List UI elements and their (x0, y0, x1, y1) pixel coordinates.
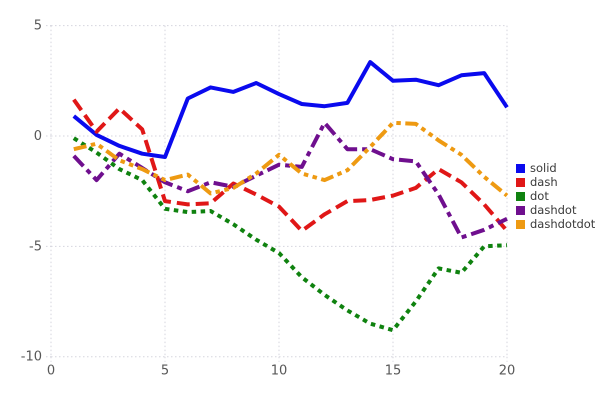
legend-label: solid (530, 161, 557, 175)
legend-swatch-dot (516, 191, 525, 201)
y-tick-label: -5 (29, 239, 42, 254)
legend-item-dash: dash (516, 175, 595, 189)
legend-swatch-dash (516, 177, 525, 187)
series-dashdotdot-line (73, 120, 509, 198)
legend-swatch-solid (516, 163, 525, 173)
legend-item-dot: dot (516, 189, 595, 203)
legend-label: dash (530, 175, 558, 189)
legend-label: dashdot (530, 203, 577, 217)
series-solid-line (72, 60, 509, 159)
y-tick-label: 5 (34, 19, 42, 34)
legend-label: dashdotdot (530, 217, 596, 231)
series-dot-line (72, 136, 508, 333)
y-tick-label: -10 (21, 350, 42, 365)
x-tick-label: 20 (499, 364, 516, 379)
legend-item-dashdot: dashdot (516, 203, 595, 217)
y-tick-label: 0 (34, 129, 42, 144)
series-dash-line (72, 98, 509, 233)
legend-label: dot (530, 189, 549, 203)
legend-swatch-dashdot (516, 205, 525, 215)
legend: solid dash dot dashdot dashdotdot (516, 161, 595, 231)
legend-item-dashdotdot: dashdotdot (516, 217, 595, 231)
x-tick-label: 10 (271, 364, 288, 379)
legend-item-solid: solid (516, 161, 595, 175)
legend-swatch-dashdotdot (516, 219, 525, 229)
x-tick-label: 0 (47, 364, 55, 379)
x-tick-label: 15 (385, 364, 402, 379)
x-tick-label: 5 (161, 364, 169, 379)
